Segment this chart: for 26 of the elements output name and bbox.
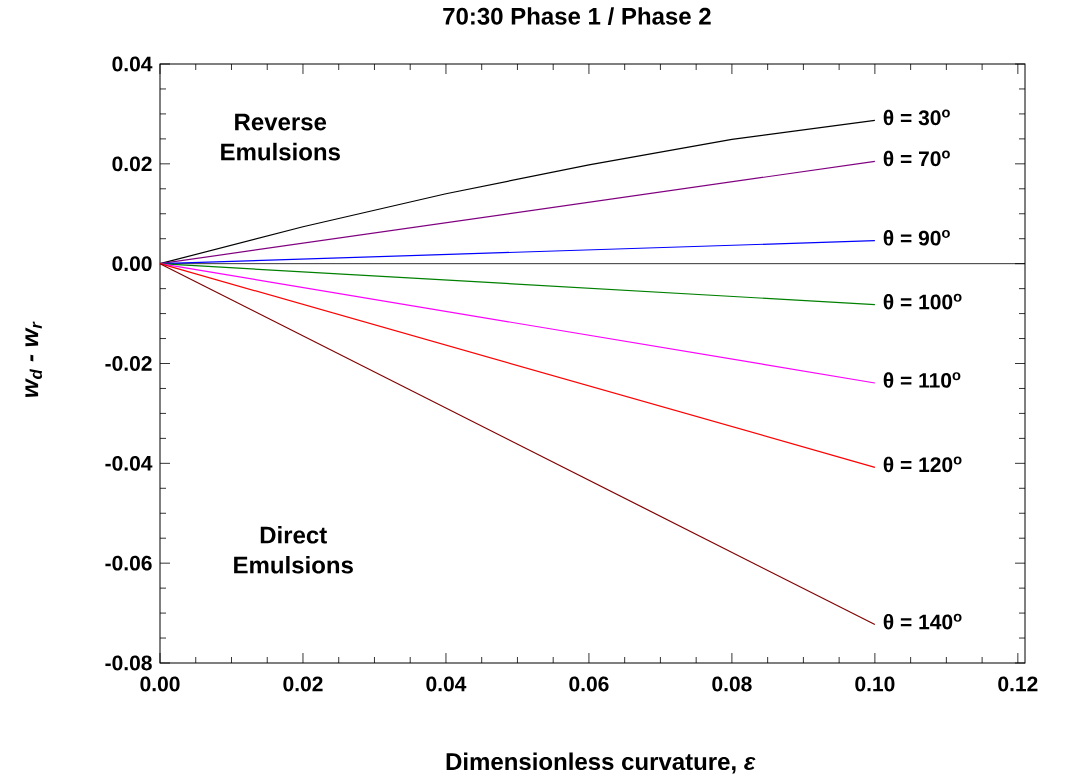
y-tick-label: -0.04 [105, 455, 153, 471]
y-tick-label: -0.02 [105, 356, 152, 371]
x-tick-label: 0.10 [855, 676, 895, 692]
x-tick-label: 0.02 [283, 676, 323, 692]
series-label: θ = 140$^{o}$ [883, 613, 962, 630]
annotation: Reverse Emulsions [221, 113, 340, 161]
x-tick-label: 0.06 [569, 676, 609, 692]
x-axis-title: Dimensionless curvature, ε [446, 752, 756, 774]
x-tick-label: 0.04 [426, 676, 467, 692]
y-tick-label: -0.08 [105, 655, 152, 671]
series-label: θ = 110$^{o}$ [883, 372, 961, 388]
x-tick-label: 0.12 [998, 676, 1038, 692]
series-label: θ = 100$^{o}$ [883, 293, 962, 310]
series-label: θ = 70$^{o}$ [883, 150, 950, 167]
series-label: θ = 120$^{o}$ [883, 456, 962, 473]
x-tick-label: 0.08 [712, 676, 752, 692]
y-tick-label: 0.02 [112, 156, 152, 172]
series-label: θ = 90$^{o}$ [883, 229, 950, 246]
y-tick-label: -0.06 [105, 555, 152, 571]
x-tick-label: 0.00 [140, 676, 180, 692]
series-label: θ = 30$^{o}$ [883, 109, 950, 126]
annotation: Direct Emulsions [234, 525, 353, 574]
y-tick-label: 0.04 [112, 56, 153, 72]
y-axis-title: w$_{d}$ - w$_{r}$ [25, 321, 43, 397]
y-tick-label: 0.00 [112, 256, 152, 272]
chart-title: 70:30 Phase 1 / Phase 2 [443, 7, 711, 26]
